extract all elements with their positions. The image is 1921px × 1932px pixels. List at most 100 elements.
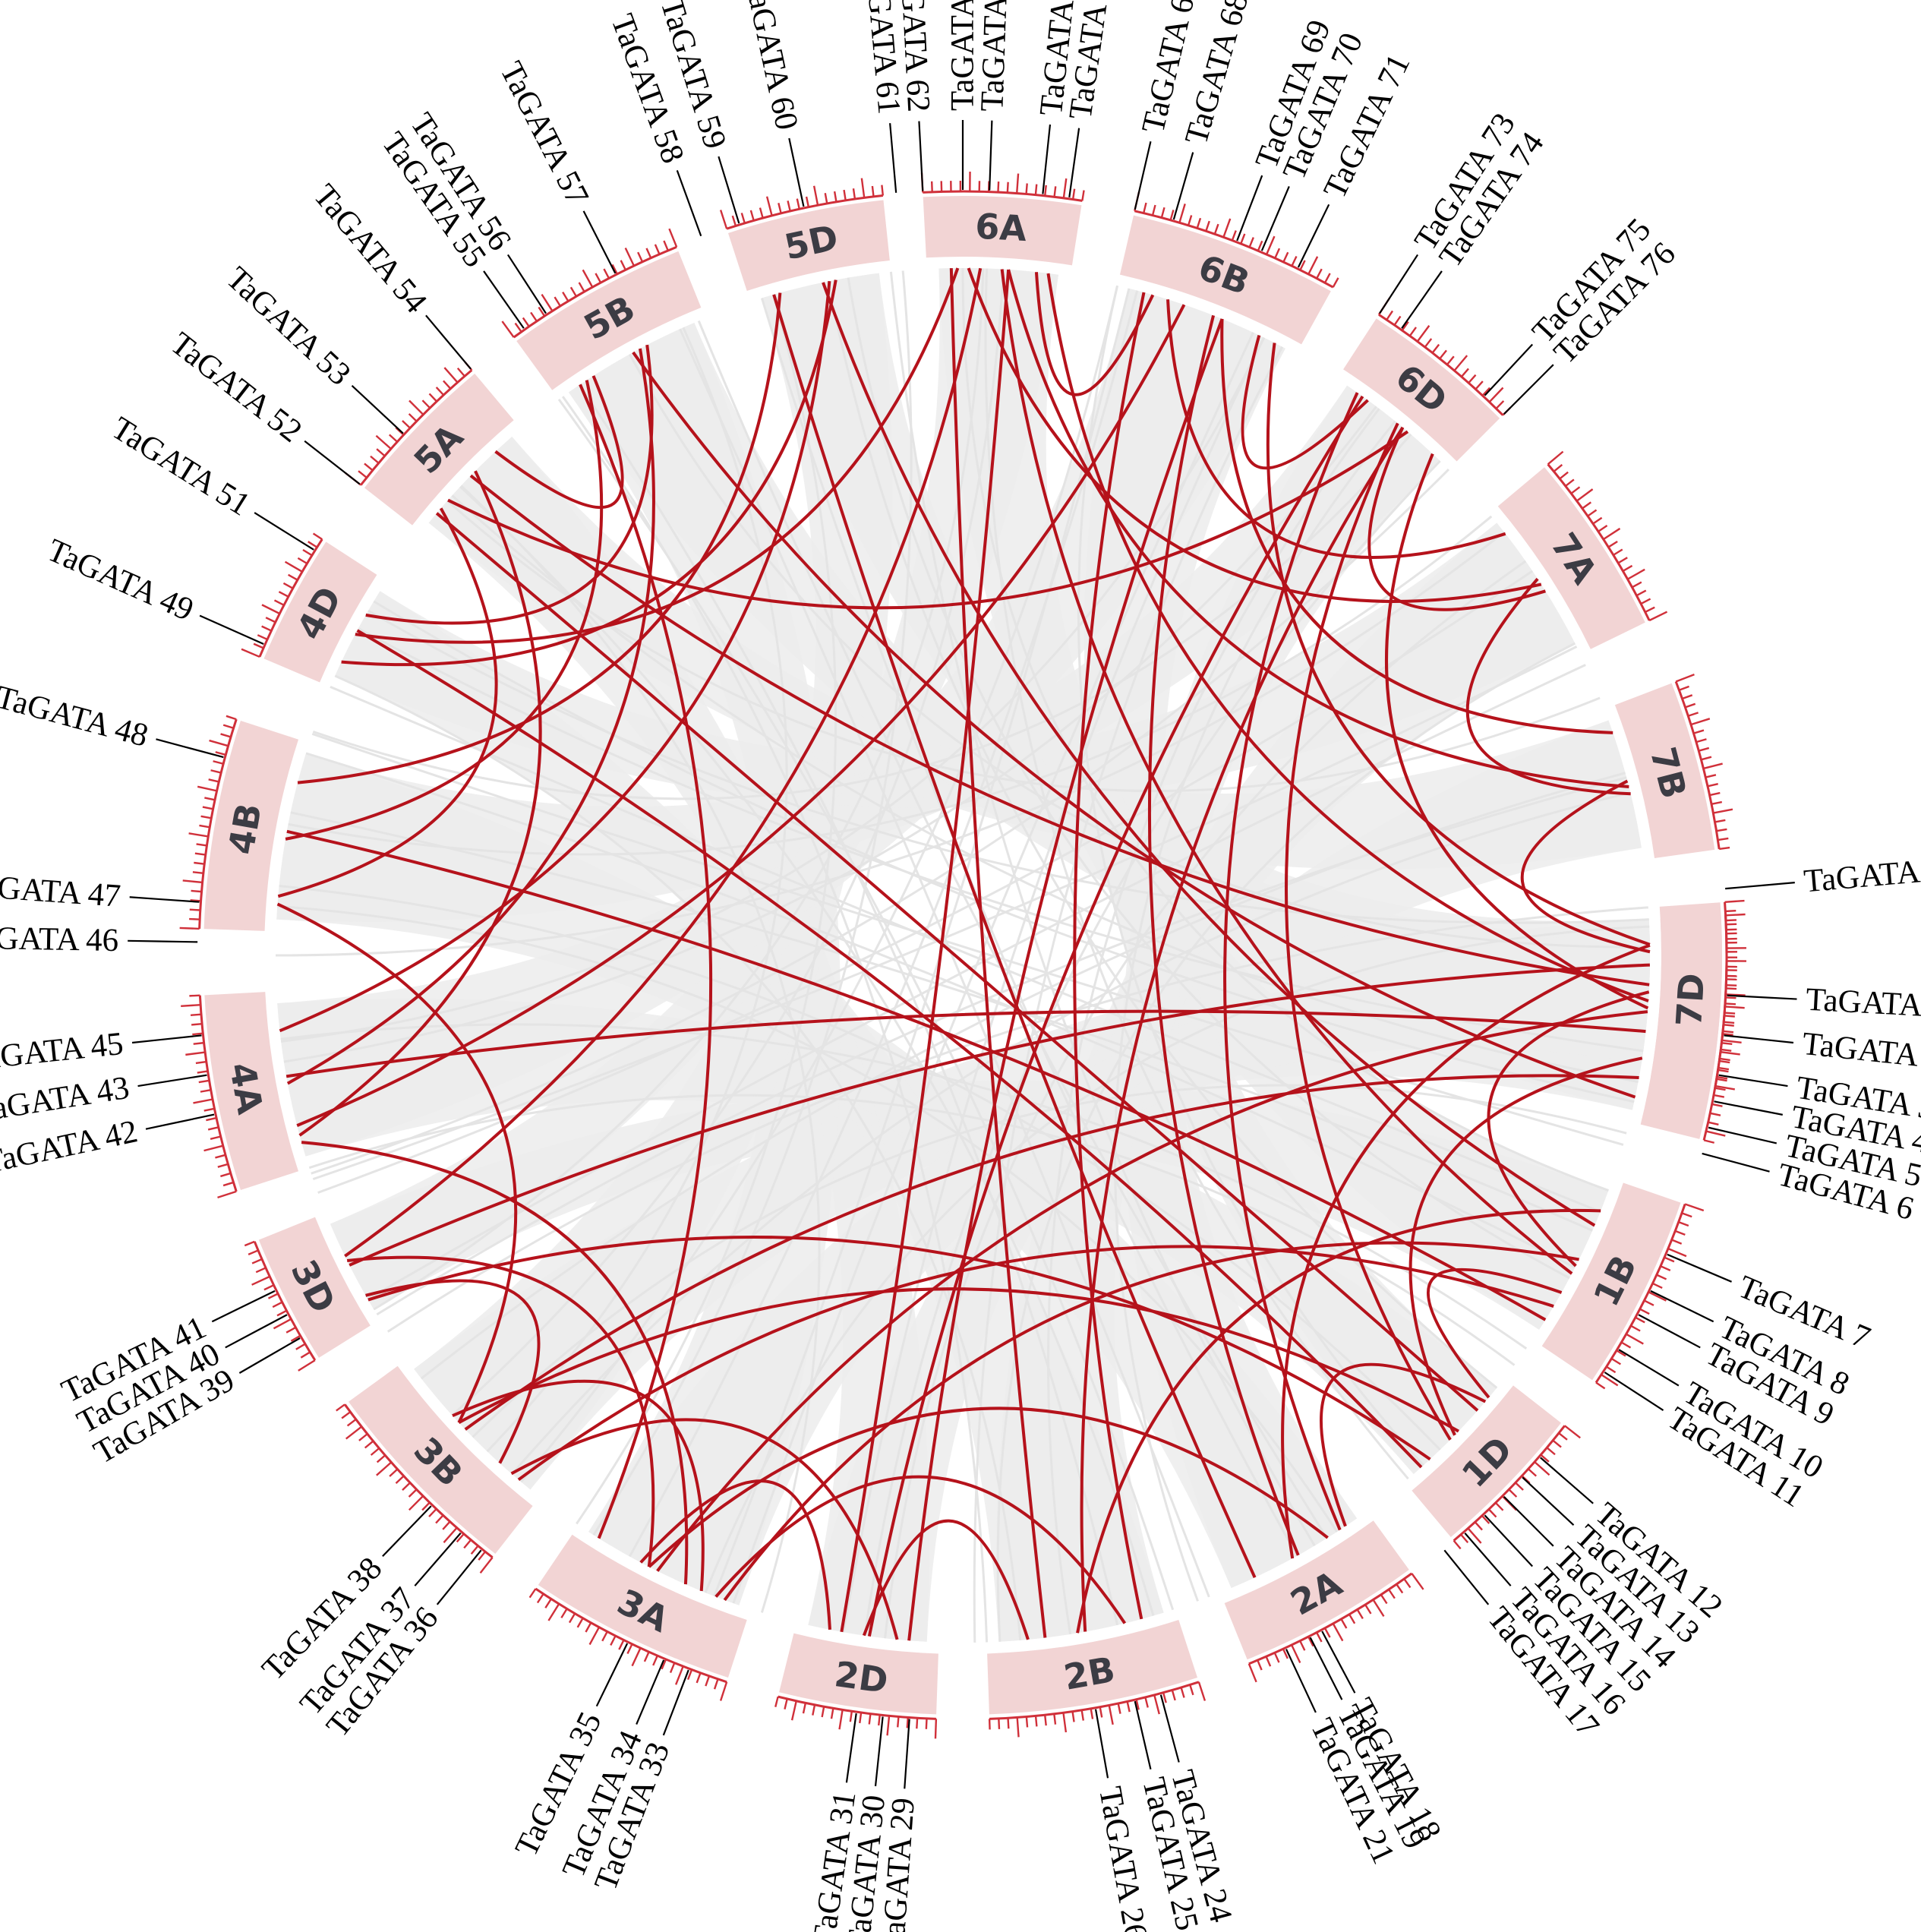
tick-mark bbox=[1053, 186, 1057, 197]
leader-line bbox=[1484, 343, 1534, 396]
chromosome-band bbox=[779, 1633, 938, 1715]
tick-mark bbox=[1660, 1265, 1671, 1271]
leader-line bbox=[1134, 140, 1152, 210]
tick-mark bbox=[388, 434, 398, 443]
tick-mark bbox=[210, 1135, 221, 1140]
tick-mark bbox=[251, 1275, 270, 1286]
tick-mark bbox=[298, 1359, 316, 1372]
leader-line bbox=[1638, 1314, 1701, 1349]
leader-line bbox=[1604, 1372, 1664, 1412]
tick-mark bbox=[784, 1698, 788, 1709]
tick-mark bbox=[1711, 800, 1723, 805]
tick-mark bbox=[1307, 1636, 1314, 1647]
tick-mark bbox=[1722, 1030, 1734, 1034]
tick-mark bbox=[217, 1190, 237, 1199]
tick-mark bbox=[1453, 355, 1468, 371]
tick-mark bbox=[626, 1643, 633, 1654]
leader-line bbox=[1068, 128, 1080, 197]
leader-line bbox=[904, 1719, 910, 1789]
tick-mark bbox=[1716, 828, 1727, 832]
tick-mark bbox=[1380, 1594, 1388, 1605]
leader-line bbox=[1172, 152, 1194, 220]
tick-mark bbox=[925, 1718, 928, 1729]
leader-line bbox=[1618, 1349, 1680, 1387]
tick-mark bbox=[1475, 380, 1484, 390]
tick-mark bbox=[1323, 1627, 1331, 1638]
tick-mark bbox=[1481, 387, 1490, 396]
tick-mark bbox=[209, 739, 229, 747]
tick-axis bbox=[1378, 314, 1504, 416]
paralog-link-6B-6D bbox=[1241, 334, 1369, 470]
tick-mark bbox=[547, 1603, 560, 1621]
tick-mark bbox=[1016, 173, 1020, 194]
tick-mark bbox=[821, 1706, 825, 1718]
chromosome-band bbox=[987, 1619, 1198, 1715]
tick-mark bbox=[197, 1070, 208, 1074]
tick-mark bbox=[934, 1719, 938, 1739]
tick-mark bbox=[222, 1181, 234, 1187]
tick-mark bbox=[251, 1258, 263, 1264]
tick-mark bbox=[1710, 1112, 1721, 1116]
chromosome-4B: 4B bbox=[179, 715, 299, 931]
tick-mark bbox=[1356, 1608, 1364, 1620]
tick-mark bbox=[585, 1622, 592, 1633]
tick-mark bbox=[713, 1678, 719, 1690]
tick-mark bbox=[241, 648, 260, 658]
tick-mark bbox=[1626, 1333, 1644, 1345]
paralog-link-1A-3A bbox=[656, 1010, 1648, 1572]
tick-mark bbox=[610, 1635, 617, 1646]
leader-line bbox=[1718, 1074, 1788, 1088]
tick-mark bbox=[1716, 1075, 1728, 1080]
tick-mark bbox=[1726, 983, 1737, 987]
background-link bbox=[628, 290, 1139, 1558]
tick-mark bbox=[830, 1708, 834, 1719]
tick-mark bbox=[544, 1598, 552, 1608]
tick-mark bbox=[1171, 1690, 1176, 1701]
tick-mark bbox=[428, 1508, 437, 1517]
tick-mark bbox=[1648, 1291, 1667, 1302]
gene-label-group: TaGATA 77 bbox=[1725, 851, 1921, 899]
tick-mark bbox=[217, 1163, 229, 1168]
tick-mark bbox=[568, 1612, 576, 1624]
tick-mark bbox=[1265, 1656, 1272, 1667]
paralog-link-2D-6B bbox=[907, 318, 1224, 1641]
gene-label: TaGATA 45 bbox=[0, 1026, 125, 1078]
tick-mark bbox=[376, 1454, 386, 1463]
chromosome-3B: 3B bbox=[336, 1365, 533, 1574]
tick-mark bbox=[1053, 1713, 1057, 1725]
tick-mark bbox=[278, 591, 289, 598]
paralog-link-2D-3B bbox=[510, 1418, 899, 1640]
tick-mark bbox=[1713, 1094, 1725, 1098]
chromosome-band bbox=[364, 373, 514, 526]
tick-mark bbox=[435, 387, 445, 396]
tick-axis bbox=[253, 1241, 317, 1361]
tick-mark bbox=[1592, 516, 1603, 525]
leader-line bbox=[145, 1113, 215, 1130]
leader-line bbox=[1522, 1476, 1575, 1526]
paralog-link-1D-2A bbox=[1320, 1362, 1487, 1527]
tick-mark bbox=[843, 189, 847, 201]
tick-mark bbox=[790, 1700, 797, 1721]
background-link bbox=[283, 406, 1377, 1063]
tick-mark bbox=[358, 470, 367, 478]
tick-mark bbox=[463, 1539, 472, 1549]
tick-mark bbox=[1703, 762, 1723, 770]
tick-mark bbox=[643, 1651, 650, 1662]
tick-axis bbox=[1134, 210, 1334, 289]
tick-mark bbox=[686, 1669, 693, 1681]
tick-mark bbox=[208, 778, 219, 783]
tick-mark bbox=[1460, 368, 1469, 377]
tick-mark bbox=[1701, 756, 1712, 761]
tick-mark bbox=[421, 399, 431, 409]
tick-mark bbox=[1719, 846, 1730, 851]
paralog-link-3A-4A bbox=[301, 1141, 689, 1585]
paralog-link-7A-7B bbox=[1465, 577, 1631, 796]
chromosome-band bbox=[1119, 215, 1331, 345]
leader-line bbox=[1379, 254, 1419, 314]
gene-label-group: TaGATA 64 bbox=[974, 0, 1015, 191]
leader-line bbox=[1503, 1495, 1554, 1547]
leader-line bbox=[1724, 1034, 1794, 1044]
tick-mark bbox=[364, 1440, 374, 1449]
tick-mark bbox=[1117, 1703, 1121, 1714]
paralog-link-1A-4A bbox=[285, 1009, 1646, 1078]
